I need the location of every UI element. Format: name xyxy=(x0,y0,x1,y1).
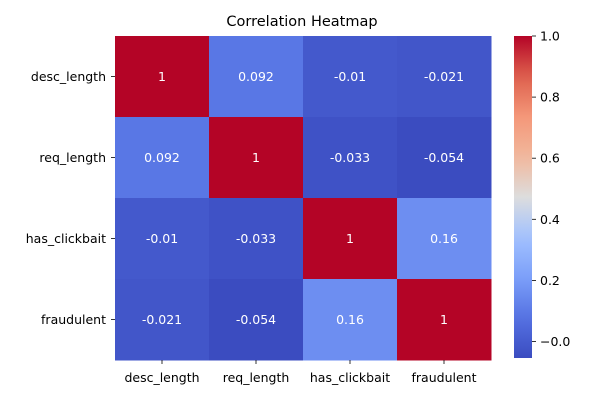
colorbar-tick-label-2: 0.4 xyxy=(540,212,560,227)
cell-annotation-1-0: 0.092 xyxy=(144,150,180,165)
cell-annotation-0-0: 1 xyxy=(158,69,166,84)
cell-annotation-0-2: -0.01 xyxy=(334,69,366,84)
colorbar-tick-label-3: 0.6 xyxy=(540,151,560,166)
heatmap-cell-3-2 xyxy=(303,279,398,361)
row-label-3: fraudulent xyxy=(41,312,106,327)
column-label-0: desc_length xyxy=(124,370,199,385)
heatmap-cell-1-2 xyxy=(303,117,398,199)
heatmap-cell-3-0 xyxy=(115,279,210,361)
colorbar-gradient xyxy=(514,36,532,358)
heatmap-cell-2-2 xyxy=(303,198,398,280)
heatmap-cell-0-0 xyxy=(115,36,210,118)
heatmap-cells: 1 0.092 -0.01 -0.021 0.092 1 -0.033 -0.054 -0.01… xyxy=(115,36,492,361)
cell-annotation-2-2: 1 xyxy=(346,231,354,246)
cell-annotation-2-3: 0.16 xyxy=(430,231,458,246)
row-label-1: req_length xyxy=(39,150,106,165)
row-labels: desc_length req_length has_clickbaitfraudu… xyxy=(26,69,115,327)
heatmap-cell-0-1 xyxy=(209,36,304,118)
colorbar-tick-label-1: 0.2 xyxy=(540,273,560,288)
heatmap-cell-3-3 xyxy=(397,279,492,361)
heatmap-cell-1-1 xyxy=(209,117,304,199)
colorbar-tick-label-0: −0.0 xyxy=(540,334,570,349)
column-label-1: req_length xyxy=(223,370,290,385)
heatmap-cell-1-0 xyxy=(115,117,210,199)
colorbar-tick-label-5: 1.0 xyxy=(540,29,560,44)
cell-annotation-3-2: 0.16 xyxy=(336,312,364,327)
heatmap-cell-1-3 xyxy=(397,117,492,199)
cell-annotation-0-1: 0.092 xyxy=(238,69,274,84)
cell-annotation-2-0: -0.01 xyxy=(146,231,178,246)
cell-annotation-3-3: 1 xyxy=(440,312,448,327)
cell-annotation-1-1: 1 xyxy=(252,150,260,165)
heatmap-cell-3-1 xyxy=(209,279,304,361)
heatmap-cell-2-1 xyxy=(209,198,304,280)
row-label-0: desc_length xyxy=(31,69,106,84)
cell-annotation-0-3: -0.021 xyxy=(424,69,464,84)
chart-title: Correlation Heatmap xyxy=(226,14,377,30)
colorbar-tick-label-4: 0.8 xyxy=(540,90,560,105)
heatmap-cell-0-2 xyxy=(303,36,398,118)
cell-annotation-2-1: -0.033 xyxy=(236,231,276,246)
cell-annotation-3-0: -0.021 xyxy=(142,312,182,327)
cell-annotation-1-2: -0.033 xyxy=(330,150,370,165)
column-label-3: fraudulent xyxy=(412,370,477,385)
cell-annotation-3-1: -0.054 xyxy=(236,312,276,327)
column-labels: desc_length req_length has_clickbait fraudu… xyxy=(124,360,477,385)
column-label-2: has_clickbait xyxy=(310,370,390,385)
cell-annotation-1-3: -0.054 xyxy=(424,150,464,165)
heatmap-cell-2-3 xyxy=(397,198,492,280)
colorbar: −0.0 0.2 0.4 0.6 0.8 1.0 xyxy=(514,29,570,358)
heatmap-cell-2-0 xyxy=(115,198,210,280)
heatmap-cell-0-3 xyxy=(397,36,492,118)
row-label-2: has_clickbait xyxy=(26,231,106,246)
